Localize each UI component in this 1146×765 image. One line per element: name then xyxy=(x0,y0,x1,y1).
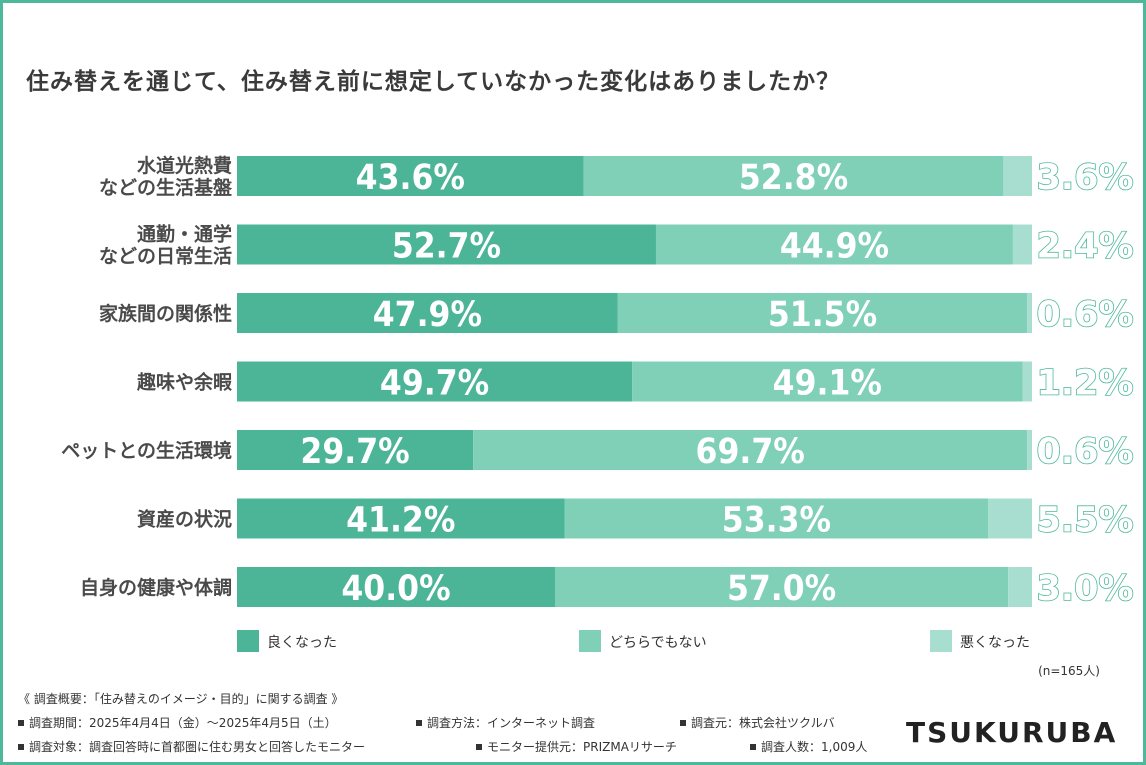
bar-segment xyxy=(1003,156,1032,196)
category-label: ペットとの生活環境 xyxy=(61,439,232,462)
data-label: 52.7% xyxy=(392,227,501,267)
category-label: 自身の健康や体調 xyxy=(80,576,232,599)
data-label-outside: 1.2% xyxy=(1036,364,1133,404)
footer-item-method: 調査方法：インターネット調査 xyxy=(416,714,595,731)
bar-segment xyxy=(1027,293,1032,333)
data-label-outside: 2.4% xyxy=(1036,227,1133,267)
chart-title: 住み替えを通じて、住み替え前に想定していなかった変化はありましたか？ xyxy=(26,69,841,95)
data-label: 41.2% xyxy=(346,501,455,541)
brand-logo: TSUKURUBA xyxy=(906,716,1118,749)
category-label: 水道光熱費などの生活基盤 xyxy=(99,154,233,199)
bar-segment xyxy=(1008,567,1032,607)
data-label: 52.8% xyxy=(739,158,848,198)
category-label: 趣味や余暇 xyxy=(136,371,232,394)
bar-segment xyxy=(237,224,656,265)
bar-segment xyxy=(473,430,1028,470)
data-label-outside: 5.5% xyxy=(1036,501,1133,541)
survey-summary-header: 《 調査概要：「住み替えのイメージ・目的」に関する調査 》 xyxy=(18,692,344,706)
bar-segment xyxy=(632,361,1023,402)
bar-segment xyxy=(237,567,555,607)
legend-label: 良くなった xyxy=(267,635,337,651)
category-label: 資産の状況 xyxy=(137,508,232,531)
category-label: 家族間の関係性 xyxy=(99,302,232,325)
category-label: 通勤・通学などの日常生活 xyxy=(99,223,232,268)
legend-swatch xyxy=(237,630,259,652)
sample-size-note: (n=165人) xyxy=(1038,664,1100,678)
bar-segment xyxy=(555,567,1009,607)
bar-segment xyxy=(237,293,618,333)
data-label: 49.7% xyxy=(380,364,489,404)
bar-segment xyxy=(237,498,565,539)
data-label: 43.6% xyxy=(356,158,465,198)
data-label-outside: 0.6% xyxy=(1036,295,1133,335)
data-label: 57.0% xyxy=(727,569,836,609)
legend-swatch xyxy=(579,630,601,652)
data-label: 51.5% xyxy=(768,295,877,335)
footer-item-period: 調査期間：2025年4月4日（金）〜2025年4月5日（土） xyxy=(18,714,337,731)
data-label-outside: 3.6% xyxy=(1036,158,1133,198)
data-label: 49.1% xyxy=(773,364,882,404)
bar-segment xyxy=(583,156,1004,196)
data-label: 53.3% xyxy=(722,501,831,541)
footer-item-target: 調査対象：調査回答時に首都圏に住む男女と回答したモニター xyxy=(18,738,365,755)
legend-label: 悪くなった xyxy=(960,635,1030,651)
data-label-outside: 3.0% xyxy=(1036,569,1133,609)
bar-segment xyxy=(988,498,1032,539)
data-label: 69.7% xyxy=(696,432,805,472)
data-label: 47.9% xyxy=(373,295,482,335)
data-label: 29.7% xyxy=(300,432,409,472)
bar-segment xyxy=(655,224,1013,265)
data-label: 40.0% xyxy=(341,569,450,609)
data-label: 44.9% xyxy=(780,227,889,267)
bar-segment xyxy=(237,361,633,402)
bar-segment xyxy=(237,156,584,196)
bar-segment xyxy=(1027,430,1032,470)
footer-item-count: 調査人数：1,009人 xyxy=(750,738,867,755)
legend-swatch xyxy=(930,630,952,652)
legend-label: どちらでもない xyxy=(609,635,707,651)
footer-item-provider: モニター提供元：PRIZMAリサーチ xyxy=(476,738,677,755)
bar-segment xyxy=(1012,224,1032,265)
bar-segment xyxy=(1022,361,1032,402)
footer-item-source: 調査元：株式会社ツクルバ xyxy=(680,714,835,731)
bar-segment xyxy=(237,430,474,470)
bar-segment xyxy=(617,293,1028,333)
bar-segment xyxy=(564,498,989,539)
data-label-outside: 0.6% xyxy=(1036,432,1133,472)
